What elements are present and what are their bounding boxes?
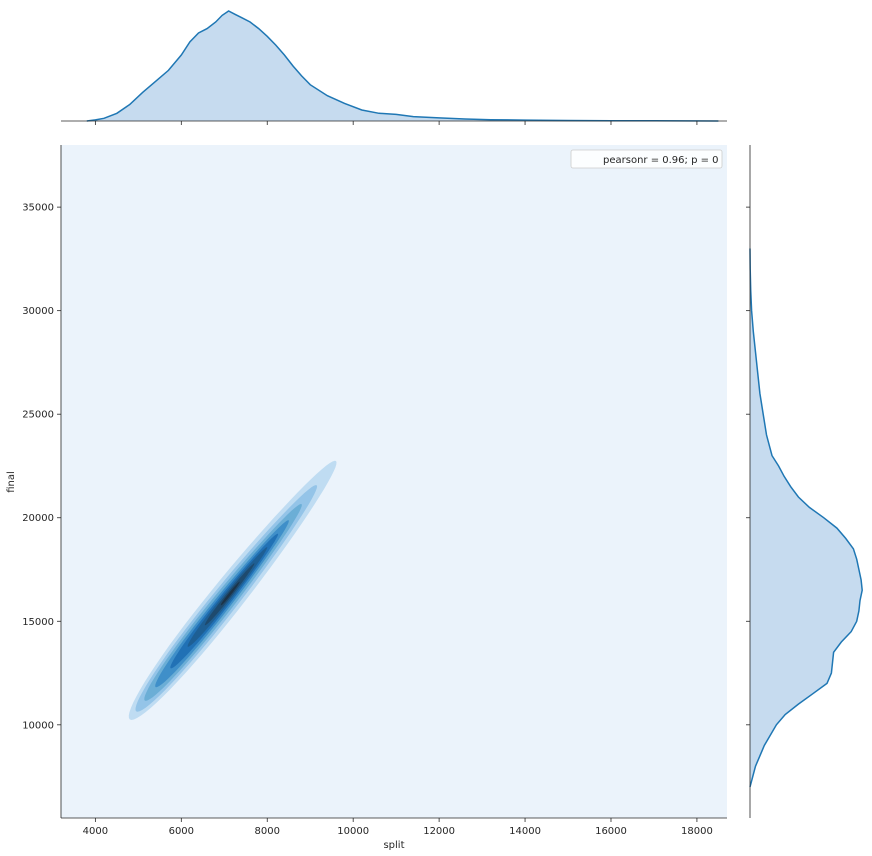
joint-panel: 4000 6000 8000 10000 12000 14000 16000 18000 10… (6, 145, 727, 851)
marginal-x-density-line (86, 10, 719, 122)
marginal-y-panel (746, 145, 863, 818)
y-tick-label: 20000 (22, 513, 54, 524)
marginal-x-panel (61, 10, 727, 125)
x-tick-label: 10000 (337, 826, 369, 837)
x-tick-label: 8000 (255, 826, 280, 837)
marginal-x-ticks (94, 121, 698, 125)
kde-contours (128, 460, 337, 720)
y-tick-label: 30000 (22, 306, 54, 317)
y-tick-label: 25000 (22, 410, 54, 421)
x-tick-label: 6000 (169, 826, 194, 837)
marginal-y-ticks (746, 206, 750, 726)
joint-plot-background (61, 145, 727, 818)
legend-text: pearsonr = 0.96; p = 0 (603, 155, 719, 166)
y-tick-label: 35000 (22, 203, 54, 214)
y-axis-ticks: 10000 15000 20000 25000 30000 35000 (22, 203, 61, 731)
legend: pearsonr = 0.96; p = 0 (570, 149, 723, 169)
x-axis-ticks: 4000 6000 8000 10000 12000 14000 16000 18000 (83, 818, 713, 837)
y-tick-label: 10000 (22, 720, 54, 731)
x-axis-label: split (383, 840, 404, 851)
x-tick-label: 4000 (83, 826, 108, 837)
marginal-y-density-area (750, 248, 863, 787)
legend-frame (570, 149, 723, 169)
y-tick-label: 15000 (22, 617, 54, 628)
kde-contour-level-8 (220, 581, 240, 606)
marginal-y-density-line (749, 248, 863, 788)
x-tick-label: 12000 (423, 826, 455, 837)
y-axis-label: final (6, 471, 17, 493)
x-tick-label: 14000 (509, 826, 541, 837)
marginal-x-density-area (86, 11, 719, 121)
x-tick-label: 18000 (681, 826, 713, 837)
x-tick-label: 16000 (595, 826, 627, 837)
